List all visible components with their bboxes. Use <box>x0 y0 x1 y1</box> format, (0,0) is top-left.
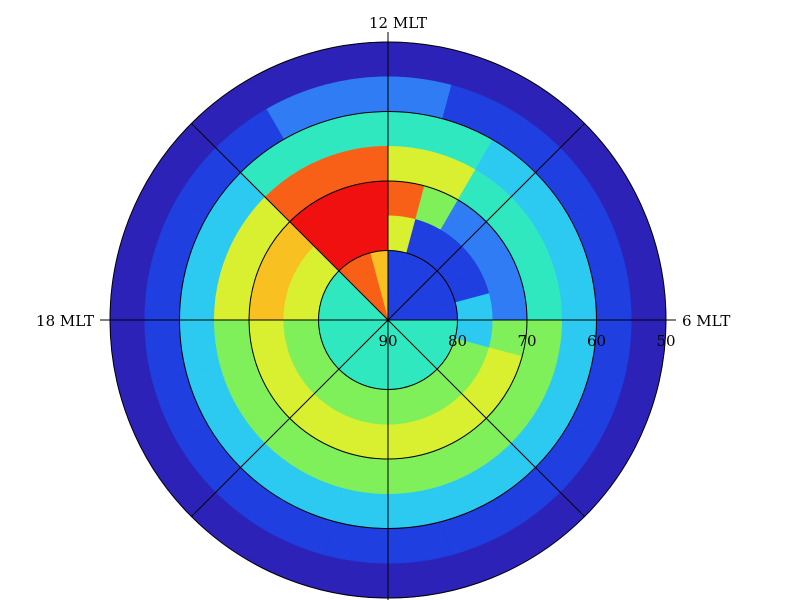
grid-spoke <box>191 123 389 321</box>
grid-spoke <box>191 319 389 517</box>
r-tick-label: 80 <box>448 332 467 350</box>
r-tick-label: 70 <box>517 332 536 350</box>
heat-cell <box>387 111 443 153</box>
heat-cell <box>555 265 597 321</box>
heat-cell <box>333 487 389 529</box>
mlt-label: 18 MLT <box>36 312 94 330</box>
grid-spoke <box>387 319 585 517</box>
mlt-label: 12 MLT <box>369 14 427 32</box>
heat-cell <box>179 319 221 375</box>
r-tick-label: 50 <box>656 332 675 350</box>
mlt-label: 6 MLT <box>682 312 730 330</box>
heat-cell <box>179 265 221 321</box>
heat-cell <box>387 487 443 529</box>
heat-cell <box>333 111 389 153</box>
r-tick-label: 90 <box>378 332 397 350</box>
grid-spoke <box>387 123 585 321</box>
r-tick-label: 60 <box>587 332 606 350</box>
